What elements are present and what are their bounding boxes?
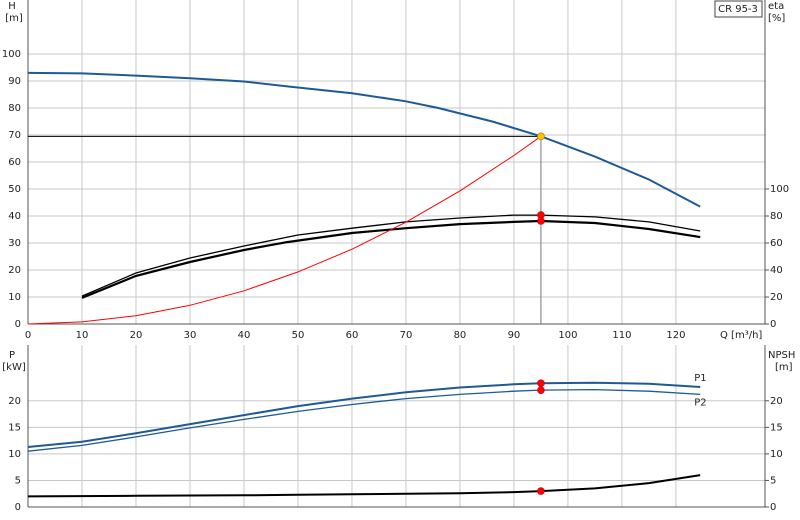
y2-tick-label: 100 bbox=[770, 184, 789, 195]
duty-point bbox=[537, 217, 545, 225]
y-tick-label: 60 bbox=[8, 157, 21, 168]
x-tick-label: 30 bbox=[184, 330, 197, 341]
x-tick-label: 100 bbox=[558, 330, 577, 341]
y-tick-label: 50 bbox=[8, 184, 21, 195]
y2-axis-label: NPSH bbox=[768, 350, 795, 361]
y-tick-label: 10 bbox=[8, 449, 21, 460]
y2-tick-label: 40 bbox=[770, 265, 783, 276]
y-tick-label: 40 bbox=[8, 211, 21, 222]
duty-point bbox=[537, 379, 545, 388]
series-line bbox=[81, 219, 701, 299]
x-tick-label: 20 bbox=[130, 330, 143, 341]
y-tick-label: 100 bbox=[2, 49, 21, 60]
chart-title: CR 95-3 bbox=[718, 4, 758, 15]
y2-tick-label: 10 bbox=[770, 449, 783, 460]
x-tick-label: 60 bbox=[346, 330, 359, 341]
series-label: P1 bbox=[694, 373, 706, 384]
x-tick-label: 80 bbox=[454, 330, 467, 341]
y2-tick-label: 0 bbox=[770, 319, 776, 330]
x-tick-label: 70 bbox=[400, 330, 413, 341]
y-tick-label: 80 bbox=[8, 103, 21, 114]
y-tick-label: 15 bbox=[8, 422, 21, 433]
x-tick-label: 0 bbox=[25, 330, 31, 341]
y-tick-label: 70 bbox=[8, 130, 21, 141]
y-tick-label: 0 bbox=[15, 502, 21, 513]
y-tick-label: 0 bbox=[15, 319, 21, 330]
y2-tick-label: 15 bbox=[770, 422, 783, 433]
x-tick-label: 50 bbox=[292, 330, 305, 341]
y2-tick-label: 80 bbox=[770, 211, 783, 222]
y-axis-label: H bbox=[8, 1, 16, 12]
y-axis-unit: [m] bbox=[5, 13, 23, 24]
series-line bbox=[27, 71, 701, 208]
series-line bbox=[27, 381, 701, 448]
series-line bbox=[27, 388, 701, 452]
y2-axis-unit: [%] bbox=[768, 13, 785, 24]
series-line bbox=[27, 135, 542, 325]
y-tick-label: 30 bbox=[8, 238, 21, 249]
y2-tick-label: 20 bbox=[770, 396, 783, 407]
series-label: P2 bbox=[694, 397, 706, 408]
x-tick-label: 120 bbox=[666, 330, 685, 341]
y2-tick-label: 20 bbox=[770, 292, 783, 303]
y2-axis-label: eta bbox=[768, 1, 784, 12]
x-axis-label: Q [m³/h] bbox=[720, 330, 762, 341]
x-tick-label: 90 bbox=[508, 330, 521, 341]
y2-axis-unit: [m] bbox=[775, 362, 793, 373]
y2-tick-label: 5 bbox=[770, 475, 776, 486]
y-tick-label: 90 bbox=[8, 76, 21, 87]
y-axis-unit: [kW] bbox=[2, 362, 26, 373]
duty-point bbox=[537, 487, 545, 495]
y-tick-label: 10 bbox=[8, 292, 21, 303]
duty-point bbox=[537, 386, 545, 394]
series-line bbox=[27, 474, 701, 498]
x-tick-label: 40 bbox=[238, 330, 251, 341]
y2-tick-label: 60 bbox=[770, 238, 783, 249]
y-axis-label: P bbox=[9, 350, 15, 361]
x-tick-label: 10 bbox=[76, 330, 89, 341]
y-tick-label: 20 bbox=[8, 396, 21, 407]
y-tick-label: 5 bbox=[15, 475, 21, 486]
x-tick-label: 110 bbox=[612, 330, 631, 341]
y2-tick-label: 0 bbox=[770, 502, 776, 513]
y-tick-label: 20 bbox=[8, 265, 21, 276]
title-box bbox=[714, 0, 763, 18]
duty-point bbox=[537, 132, 545, 141]
